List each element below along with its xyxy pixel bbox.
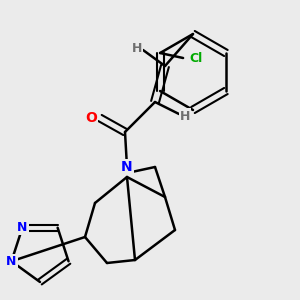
Text: N: N (121, 160, 133, 174)
Text: O: O (85, 111, 97, 125)
Text: H: H (180, 110, 190, 122)
Text: N: N (6, 255, 17, 268)
Text: N: N (17, 221, 28, 234)
Text: Cl: Cl (190, 52, 203, 64)
Text: H: H (132, 41, 142, 55)
